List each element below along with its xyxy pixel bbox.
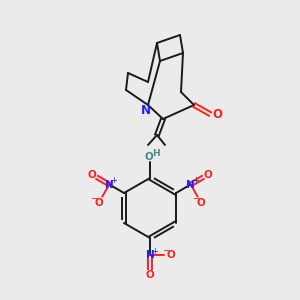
- Text: O: O: [145, 152, 153, 162]
- Text: N: N: [146, 250, 154, 260]
- Text: O: O: [94, 198, 103, 208]
- Text: −: −: [163, 246, 171, 256]
- Text: O: O: [197, 198, 206, 208]
- Text: O: O: [204, 169, 212, 179]
- Text: N: N: [141, 104, 151, 118]
- Text: N: N: [105, 179, 114, 190]
- Text: O: O: [212, 107, 222, 121]
- Text: −: −: [91, 194, 99, 204]
- Text: +: +: [192, 176, 199, 185]
- Text: +: +: [110, 176, 117, 185]
- Text: O: O: [146, 270, 154, 280]
- Text: −: −: [193, 194, 201, 204]
- Text: H: H: [152, 149, 160, 158]
- Text: O: O: [88, 169, 96, 179]
- Text: +: +: [151, 247, 158, 256]
- Text: N: N: [186, 179, 195, 190]
- Text: O: O: [167, 250, 176, 260]
